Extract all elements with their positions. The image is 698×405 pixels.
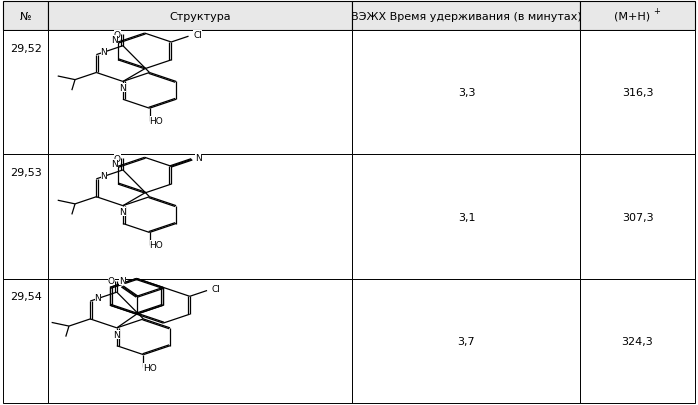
Text: 29,54: 29,54 xyxy=(10,292,42,301)
Bar xyxy=(48,279,352,403)
Bar xyxy=(48,31,352,155)
Text: Cl: Cl xyxy=(211,285,221,294)
Text: 3,3: 3,3 xyxy=(458,88,475,98)
Bar xyxy=(352,279,581,403)
Bar xyxy=(48,155,352,279)
Text: 29,53: 29,53 xyxy=(10,168,42,177)
Text: +: + xyxy=(653,7,660,16)
Text: 3,1: 3,1 xyxy=(458,212,475,222)
Bar xyxy=(48,2,352,31)
Bar xyxy=(352,2,581,31)
Bar xyxy=(352,31,581,155)
Bar xyxy=(581,155,695,279)
Bar xyxy=(581,2,695,31)
Text: 3,7: 3,7 xyxy=(458,336,475,346)
Text: 307,3: 307,3 xyxy=(622,212,653,222)
Text: 316,3: 316,3 xyxy=(622,88,653,98)
Text: HO: HO xyxy=(143,363,157,372)
Text: HO: HO xyxy=(149,241,163,250)
Text: HO: HO xyxy=(149,117,163,126)
Text: N: N xyxy=(112,160,119,168)
Bar xyxy=(352,155,581,279)
Text: 324,3: 324,3 xyxy=(622,336,653,346)
Text: №: № xyxy=(20,12,32,21)
Text: O: O xyxy=(114,154,121,163)
Text: N: N xyxy=(101,48,107,57)
Bar xyxy=(581,31,695,155)
Text: Cl: Cl xyxy=(193,31,202,40)
Text: O: O xyxy=(114,30,121,39)
Text: 29,52: 29,52 xyxy=(10,44,42,53)
Text: Структура: Структура xyxy=(170,12,231,21)
Text: O: O xyxy=(107,276,114,285)
Bar xyxy=(3,2,48,31)
Text: (M+H): (M+H) xyxy=(614,12,650,21)
Text: N: N xyxy=(112,36,119,45)
Bar xyxy=(3,31,48,155)
Bar xyxy=(3,155,48,279)
Text: N: N xyxy=(101,172,107,181)
Bar xyxy=(3,279,48,403)
Bar xyxy=(581,279,695,403)
Text: N: N xyxy=(94,294,101,303)
Text: N: N xyxy=(195,154,202,163)
Text: ВЭЖХ Время удерживания (в минутах): ВЭЖХ Время удерживания (в минутах) xyxy=(351,12,582,21)
Text: N: N xyxy=(119,208,126,217)
Text: N: N xyxy=(114,330,120,339)
Text: N: N xyxy=(119,276,126,285)
Text: N: N xyxy=(119,84,126,93)
